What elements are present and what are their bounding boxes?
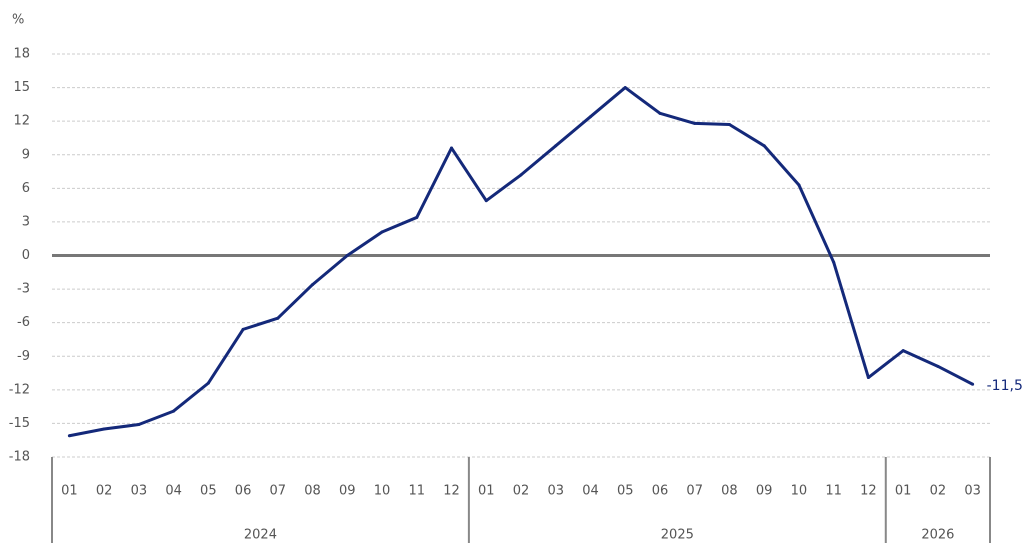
point [936,364,940,368]
point [206,381,210,385]
point [519,173,523,177]
point [380,230,384,234]
point [623,86,627,90]
x-tick-label: 08 [721,484,738,499]
x-tick-label: 10 [374,484,391,499]
x-tick-label: 07 [686,484,703,499]
point [241,327,245,331]
point [658,111,662,115]
point [67,434,71,438]
x-tick-label: 06 [235,484,252,499]
line [69,86,974,438]
x-tick-label: 08 [304,484,321,499]
y-tick-label: -6 [17,315,30,330]
value-label: -11,5 [987,378,1023,394]
y-tick-label: 15 [13,80,30,95]
year-label: 2025 [661,528,694,543]
year-label: 2024 [244,528,277,543]
point [450,146,454,150]
y-tick-label: 0 [22,248,30,263]
point [971,382,975,386]
y-tick-label: -12 [9,382,30,397]
year-label: 2026 [921,528,954,543]
y-tick-label: 12 [13,114,30,129]
point [832,260,836,264]
y-tick-label: -18 [9,450,30,465]
y-axis-label: % [12,13,24,28]
x-tick-label: 11 [409,484,426,499]
y-tick-label: 9 [22,147,30,162]
point [345,254,349,257]
y-tick-label: 3 [22,214,30,229]
point [415,215,419,219]
x-tick-label: 01 [478,484,495,499]
point [797,183,801,187]
point [311,283,315,287]
x-tick-label: 09 [756,484,773,499]
y-tick-label: -9 [17,349,30,364]
x-tick-label: 12 [860,484,877,499]
x-tick-label: 03 [131,484,148,499]
x-tick-label: 02 [930,484,947,499]
x-tick-label: 03 [964,484,981,499]
point [901,349,905,353]
point [172,409,176,413]
point [102,427,106,431]
point [866,376,870,380]
point [484,199,488,203]
x-tick-label: 05 [617,484,634,499]
point [727,123,731,127]
x-tick-label: 02 [513,484,530,499]
y-tick-label: 18 [13,47,30,62]
x-tick-label: 02 [96,484,113,499]
x-tick-label: 06 [652,484,669,499]
point [693,121,697,125]
x-tick-label: 12 [443,484,460,499]
x-tick-label: 01 [895,484,912,499]
x-tick-label: 11 [825,484,842,499]
x-tick-label: 03 [547,484,564,499]
point [762,144,766,148]
point [137,423,141,427]
x-tick-label: 04 [582,484,599,499]
point [554,144,558,148]
y-tick-label: 6 [22,181,30,196]
point [276,316,280,320]
x-tick-label: 10 [791,484,808,499]
x-tick-label: 01 [61,484,78,499]
y-tick-label: -3 [17,282,30,297]
x-tick-label: 04 [165,484,182,499]
x-tick-label: 07 [270,484,287,499]
x-tick-label: 09 [339,484,356,499]
x-tick-label: 05 [200,484,217,499]
point [588,115,592,119]
y-tick-label: -15 [9,416,30,431]
